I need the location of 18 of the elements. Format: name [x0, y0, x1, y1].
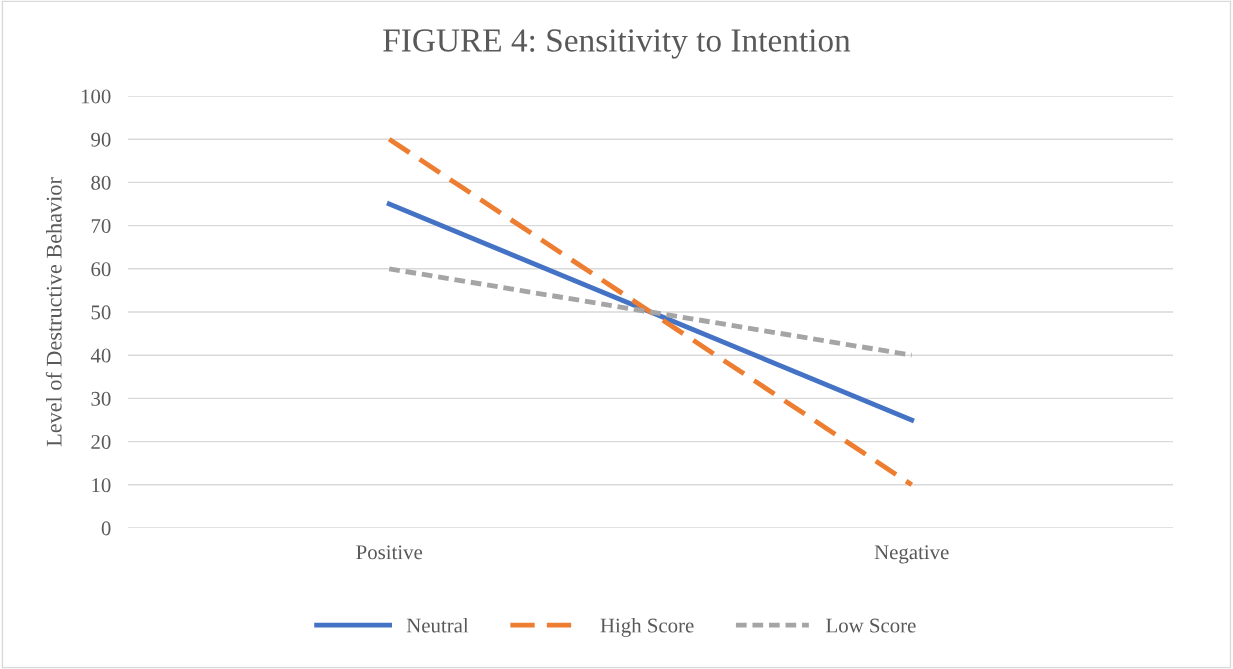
y-tick-label: 50	[91, 305, 111, 320]
x-tick-label: Positive	[356, 545, 423, 560]
y-tick-label: 20	[91, 434, 111, 450]
chart-title: FIGURE 4: Sensitivity to Intention	[383, 29, 851, 59]
legend-label: Low Score	[826, 618, 916, 633]
y-tick-label: 10	[92, 478, 111, 493]
y-tick-label: 100	[81, 89, 111, 104]
y-axis-title: Level of Destructive Behavior	[45, 177, 62, 447]
y-tick-label: 80	[91, 175, 111, 190]
legend-label: High Score	[600, 617, 694, 637]
y-tick-label: 40	[90, 348, 111, 363]
legend-label: Neutral	[406, 617, 469, 633]
y-tick-label: 30	[91, 391, 111, 406]
y-tick-label: 0	[101, 521, 111, 536]
y-tick-label: 70	[91, 218, 111, 234]
y-tick-label: 90	[91, 132, 111, 147]
y-tick-label: 60	[91, 262, 111, 277]
x-tick-label: Negative	[874, 545, 949, 564]
